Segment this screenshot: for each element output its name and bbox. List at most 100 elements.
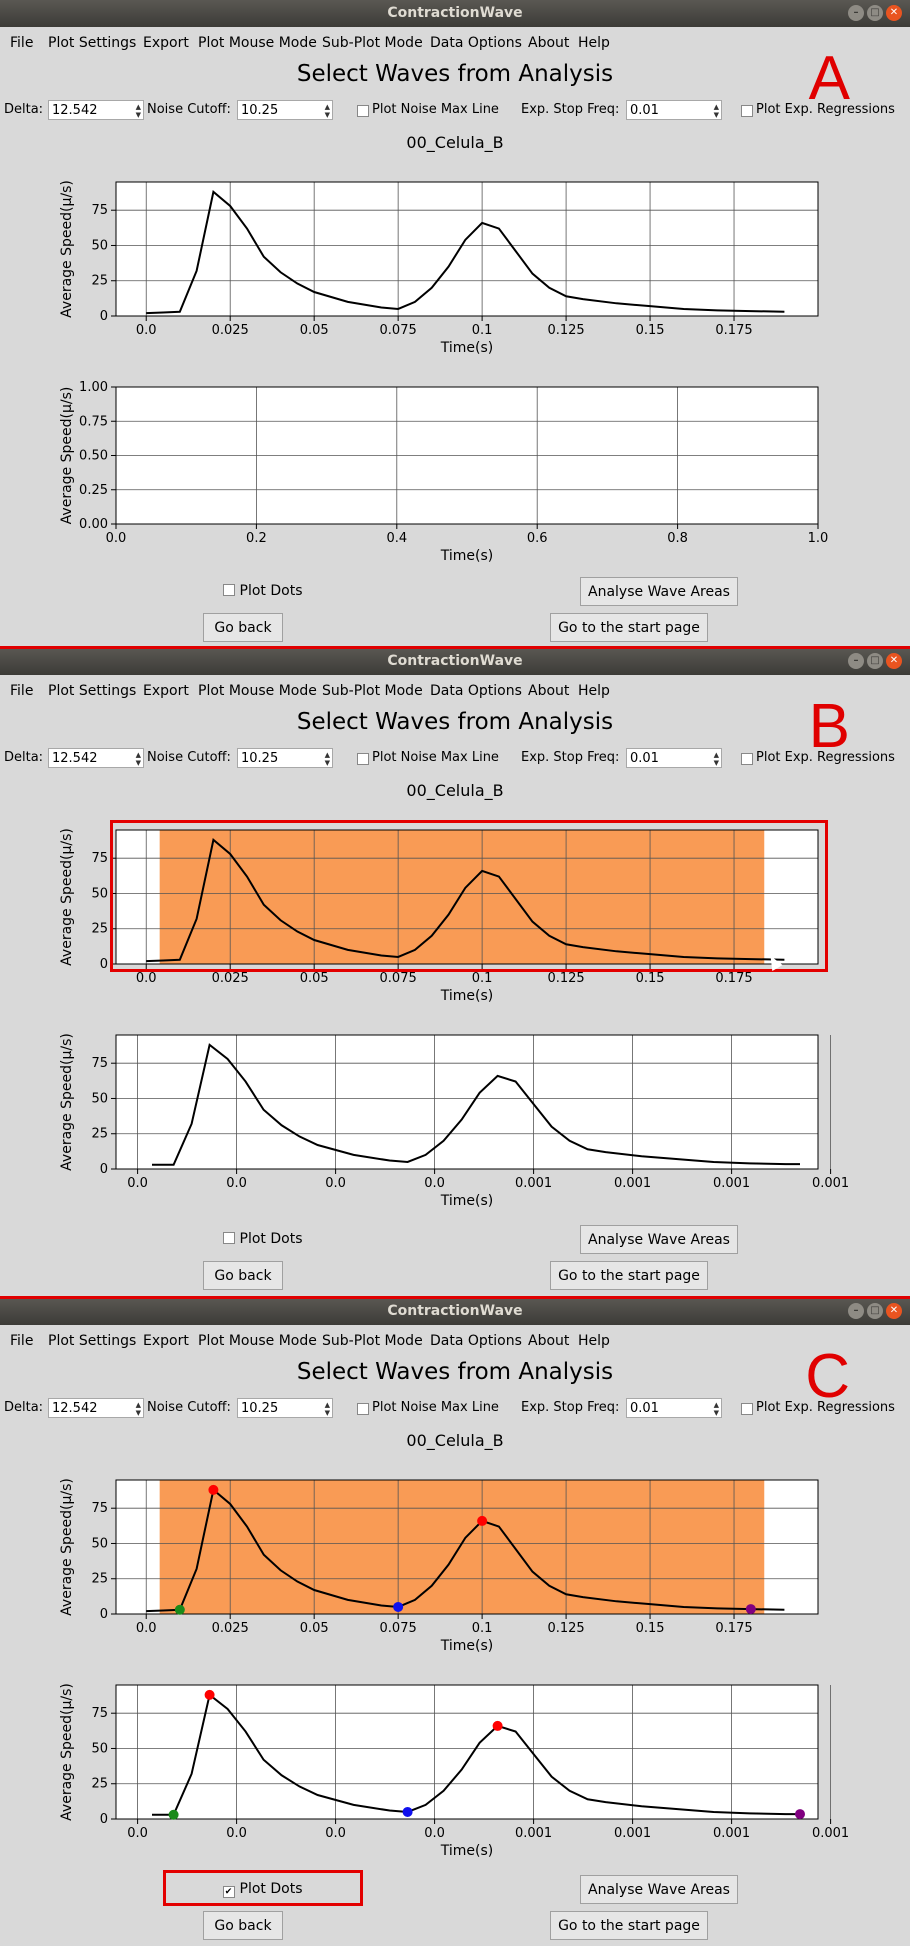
y-tick-label: 0 (100, 957, 108, 972)
go-back-button[interactable]: Go back (203, 1261, 283, 1290)
menu-item-plot-settings[interactable]: Plot Settings (48, 1333, 137, 1349)
sub-plot-chart[interactable]: 0.0 0.0 0.0 0.0 0.001 0.001 0.001 0.001 0 25 50 75 T… (0, 1673, 910, 1873)
plot-title: 00_Celula_B (406, 781, 504, 800)
go-back-button[interactable]: Go back (203, 1911, 283, 1940)
delta-spinbox[interactable]: 12.542 ▲ ▼ (48, 1398, 144, 1418)
x-tick-label: 0.0 (136, 323, 157, 338)
exp-stop-freq-spinbox[interactable]: 0.01 ▲ ▼ (626, 100, 722, 120)
x-tick-label: 0.05 (300, 1621, 329, 1636)
go-to-start-page-button[interactable]: Go to the start page (550, 1911, 708, 1940)
y-tick-label: 50 (91, 1741, 108, 1756)
window-controls: – □ ✕ (845, 5, 902, 22)
minimize-button[interactable]: – (848, 653, 864, 669)
menu-item-plot-settings[interactable]: Plot Settings (48, 683, 137, 699)
plot-exp-regressions-checkbox[interactable] (741, 105, 753, 117)
exp-stop-freq-spinbox[interactable]: 0.01 ▲ ▼ (626, 1398, 722, 1418)
main-speed-chart[interactable]: 0.0 0.025 0.05 0.075 0.1 0.125 0.15 0.175 0 25 50 7… (0, 168, 910, 368)
speed-line (146, 190, 785, 315)
spin-arrows-icon[interactable]: ▲ ▼ (324, 103, 330, 119)
menu-item-export[interactable]: Export (143, 35, 189, 51)
menu-item-file[interactable]: File (10, 35, 34, 51)
plot-dots-toggle[interactable]: Plot Dots (169, 1228, 356, 1250)
x-tick-label: 0.05 (300, 971, 329, 986)
main-speed-chart[interactable]: 0.0 0.025 0.05 0.075 0.1 0.125 0.15 0.175 0 25 50 7… (0, 816, 910, 1016)
spin-arrows-icon[interactable]: ▲ ▼ (713, 751, 719, 767)
spin-arrows-icon[interactable]: ▲ ▼ (324, 751, 330, 767)
plot-exp-regressions-checkbox[interactable] (741, 1403, 753, 1415)
menu-item-sub-plot-mode[interactable]: Sub-Plot Mode (322, 683, 423, 699)
analyse-wave-areas-button[interactable]: Analyse Wave Areas (580, 577, 738, 606)
delta-spinbox[interactable]: 12.542 ▲ ▼ (48, 748, 144, 768)
go-back-button[interactable]: Go back (203, 613, 283, 642)
noise-cutoff-spinbox[interactable]: 10.25 ▲ ▼ (237, 100, 333, 120)
menu-item-export[interactable]: Export (143, 683, 189, 699)
menu-item-file[interactable]: File (10, 683, 34, 699)
plot-dots-toggle[interactable]: ✔ Plot Dots (169, 1878, 356, 1900)
y-axis-label: Average Speed(μ/s) (59, 1033, 75, 1171)
x-tick-label: 0.075 (380, 323, 417, 338)
x-tick-label: 0.1 (472, 1621, 493, 1636)
menu-item-data-options[interactable]: Data Options (430, 683, 522, 699)
menu-item-data-options[interactable]: Data Options (430, 1333, 522, 1349)
plot-dots-checkbox[interactable]: ✔ (222, 1886, 235, 1898)
maximize-button[interactable]: □ (867, 653, 883, 669)
go-to-start-page-button[interactable]: Go to the start page (550, 1261, 708, 1290)
spin-arrows-icon[interactable]: ▲ ▼ (324, 1401, 330, 1417)
spin-arrows-icon[interactable]: ▲ ▼ (135, 751, 141, 767)
menu-item-plot-mouse-mode[interactable]: Plot Mouse Mode (198, 35, 317, 51)
x-tick-label: 0.001 (515, 1176, 552, 1191)
plot-dots-checkbox[interactable] (222, 1232, 235, 1244)
plot-exp-regressions-checkbox[interactable] (741, 753, 753, 765)
spin-arrows-icon[interactable]: ▲ ▼ (713, 1401, 719, 1417)
spin-arrows-icon[interactable]: ▲ ▼ (713, 103, 719, 119)
wave-point-dot (492, 1720, 503, 1731)
menu-item-data-options[interactable]: Data Options (430, 35, 522, 51)
wave-point-dot (393, 1601, 404, 1612)
plot-noise-max-line-checkbox[interactable] (357, 753, 369, 765)
close-button[interactable]: ✕ (886, 5, 902, 21)
plot-noise-max-line-checkbox[interactable] (357, 1403, 369, 1415)
menu-bar: File Plot Settings Export Plot Mouse Mode Su… (0, 675, 910, 707)
minimize-button[interactable]: – (848, 5, 864, 21)
analyse-wave-areas-button[interactable]: Analyse Wave Areas (580, 1225, 738, 1254)
menu-item-file[interactable]: File (10, 1333, 34, 1349)
spin-arrows-icon[interactable]: ▲ ▼ (135, 1401, 141, 1417)
exp-stop-freq-spinbox[interactable]: 0.01 ▲ ▼ (626, 748, 722, 768)
menu-item-plot-mouse-mode[interactable]: Plot Mouse Mode (198, 1333, 317, 1349)
menu-item-sub-plot-mode[interactable]: Sub-Plot Mode (322, 1333, 423, 1349)
minimize-button[interactable]: – (848, 1303, 864, 1319)
noise-cutoff-spinbox[interactable]: 10.25 ▲ ▼ (237, 1398, 333, 1418)
y-tick-label: 25 (91, 1572, 108, 1587)
menu-item-help[interactable]: Help (578, 1333, 610, 1349)
sub-plot-chart[interactable]: 0.0 0.0 0.0 0.0 0.001 0.001 0.001 0.001 0 25 50 75 T… (0, 1023, 910, 1223)
menu-item-export[interactable]: Export (143, 1333, 189, 1349)
menu-item-help[interactable]: Help (578, 35, 610, 51)
y-axis-label: Average Speed(μ/s) (59, 1683, 75, 1821)
delta-spinbox[interactable]: 12.542 ▲ ▼ (48, 100, 144, 120)
selection-span (159, 1480, 765, 1614)
menu-item-plot-mouse-mode[interactable]: Plot Mouse Mode (198, 683, 317, 699)
plot-dots-checkbox[interactable] (222, 584, 235, 596)
menu-item-about[interactable]: About (528, 683, 570, 699)
maximize-button[interactable]: □ (867, 1303, 883, 1319)
spin-arrows-icon[interactable]: ▲ ▼ (135, 103, 141, 119)
main-speed-chart[interactable]: 0.0 0.025 0.05 0.075 0.1 0.125 0.15 0.175 0 25 50 7… (0, 1466, 910, 1666)
plot-dots-toggle[interactable]: Plot Dots (169, 580, 356, 602)
sub-plot-chart[interactable]: 0.0 0.2 0.4 0.6 0.8 1.0 0.00 0.25 0.50 0.75 1.00 Ti… (0, 375, 910, 575)
x-tick-label: 0.125 (547, 323, 584, 338)
y-tick-label: 0 (100, 309, 108, 324)
analyse-wave-areas-button[interactable]: Analyse Wave Areas (580, 1875, 738, 1904)
menu-item-about[interactable]: About (528, 35, 570, 51)
noise-cutoff-spinbox[interactable]: 10.25 ▲ ▼ (237, 748, 333, 768)
close-button[interactable]: ✕ (886, 653, 902, 669)
maximize-button[interactable]: □ (867, 5, 883, 21)
go-to-start-page-button[interactable]: Go to the start page (550, 613, 708, 642)
y-tick-label: 0.00 (79, 517, 108, 532)
x-axis-label: Time(s) (440, 548, 493, 564)
menu-item-plot-settings[interactable]: Plot Settings (48, 35, 137, 51)
menu-item-sub-plot-mode[interactable]: Sub-Plot Mode (322, 35, 423, 51)
close-button[interactable]: ✕ (886, 1303, 902, 1319)
menu-item-help[interactable]: Help (578, 683, 610, 699)
menu-item-about[interactable]: About (528, 1333, 570, 1349)
plot-noise-max-line-checkbox[interactable] (357, 105, 369, 117)
